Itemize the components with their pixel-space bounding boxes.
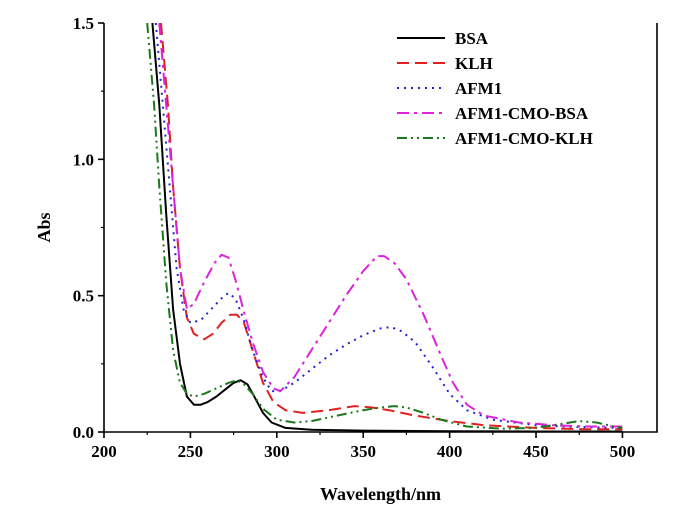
series-line-afm1-cmo-bsa: [158, 23, 623, 428]
legend-label: AFM1-CMO-KLH: [455, 129, 593, 148]
x-tick-label: 300: [264, 442, 290, 461]
x-tick-label: 200: [91, 442, 117, 461]
y-tick-label: 0.0: [73, 423, 94, 442]
legend-label: KLH: [455, 54, 493, 73]
legend-label: BSA: [455, 29, 489, 48]
x-tick-label: 350: [350, 442, 376, 461]
y-tick-label: 1.5: [73, 14, 94, 33]
series-line-afm1: [154, 23, 623, 429]
plot-area: [146, 23, 623, 432]
x-tick-label: 400: [437, 442, 463, 461]
axes: 200 250 300 350 400 450 500 0.0 0.5 1.0 1.5: [73, 14, 658, 461]
series-line-bsa: [151, 23, 623, 432]
series-line-klh: [160, 23, 623, 431]
legend-label: AFM1-CMO-BSA: [455, 104, 589, 123]
x-tick-label: 500: [610, 442, 636, 461]
y-axis-title: Abs: [34, 212, 54, 242]
y-tick-label: 0.5: [73, 287, 94, 306]
x-axis-title: Wavelength/nm: [320, 484, 441, 504]
axis-frame: [103, 23, 658, 433]
x-tick-label: 250: [178, 442, 204, 461]
y-tick-label: 1.0: [73, 150, 94, 169]
series-line-afm1-cmo-klh: [146, 23, 623, 430]
legend-label: AFM1: [455, 79, 502, 98]
x-tick-label: 450: [523, 442, 549, 461]
legend: BSA KLH AFM1 AFM1-CMO-BSA AFM1-CMO-KLH: [397, 29, 593, 148]
